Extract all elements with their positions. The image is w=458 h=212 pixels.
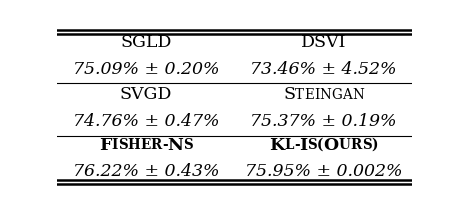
Text: N: N [320,88,331,102]
Text: K: K [269,137,284,153]
Text: E: E [140,138,151,152]
Text: (: ( [317,138,323,152]
Text: G: G [331,88,342,102]
Text: E: E [304,88,314,102]
Text: 75.37% ± 0.19%: 75.37% ± 0.19% [250,113,397,130]
Text: 76.22% ± 0.43%: 76.22% ± 0.43% [73,163,219,180]
Text: O: O [323,137,338,153]
Text: 74.76% ± 0.47%: 74.76% ± 0.47% [73,113,219,130]
Text: I: I [314,88,320,102]
Text: R: R [350,138,362,152]
Text: 75.09% ± 0.20%: 75.09% ± 0.20% [73,61,219,78]
Text: SGLD: SGLD [120,34,172,51]
Text: SVGD: SVGD [120,86,172,103]
Text: -: - [294,138,300,152]
Text: H: H [127,138,140,152]
Text: S: S [118,138,127,152]
Text: S: S [284,86,295,103]
Text: S: S [183,138,193,152]
Text: -: - [162,138,168,152]
Text: L: L [284,138,294,152]
Text: U: U [338,138,350,152]
Text: S: S [307,138,317,152]
Text: N: N [168,137,183,153]
Text: ): ) [371,138,378,152]
Text: N: N [352,88,364,102]
Text: 73.46% ± 4.52%: 73.46% ± 4.52% [250,61,397,78]
Text: 75.95% ± 0.002%: 75.95% ± 0.002% [245,163,402,180]
Text: I: I [111,138,118,152]
Text: A: A [342,88,352,102]
Text: F: F [99,137,111,153]
Text: T: T [295,88,304,102]
Text: S: S [362,138,371,152]
Text: R: R [151,138,162,152]
Text: DSVI: DSVI [301,34,346,51]
Text: I: I [300,137,307,153]
